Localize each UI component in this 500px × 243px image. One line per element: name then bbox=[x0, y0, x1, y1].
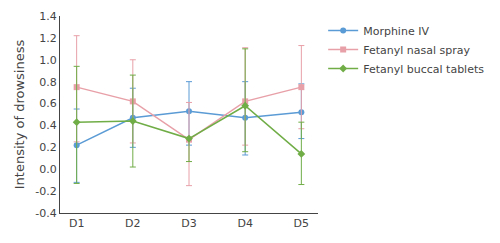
svg-text:1.2: 1.2 bbox=[39, 32, 57, 45]
svg-text:0.6: 0.6 bbox=[39, 97, 57, 110]
svg-text:Intensity of drowsiness: Intensity of drowsiness bbox=[12, 40, 27, 190]
svg-text:1.4: 1.4 bbox=[39, 10, 57, 23]
svg-text:D3: D3 bbox=[181, 217, 196, 230]
svg-text:Morphine IV: Morphine IV bbox=[363, 25, 429, 38]
svg-text:D4: D4 bbox=[237, 217, 252, 230]
svg-text:Fetanyl nasal spray: Fetanyl nasal spray bbox=[363, 44, 470, 57]
svg-text:0.4: 0.4 bbox=[39, 119, 57, 132]
svg-text:Fetanyl buccal tablets: Fetanyl buccal tablets bbox=[363, 63, 484, 76]
svg-text:0.8: 0.8 bbox=[39, 76, 57, 89]
svg-text:D1: D1 bbox=[69, 217, 84, 230]
svg-text:-0.4: -0.4 bbox=[35, 207, 56, 220]
svg-text:D5: D5 bbox=[294, 217, 309, 230]
svg-text:D2: D2 bbox=[125, 217, 140, 230]
svg-text:0.2: 0.2 bbox=[39, 141, 57, 154]
svg-text:-0.2: -0.2 bbox=[35, 185, 56, 198]
svg-text:1.0: 1.0 bbox=[39, 54, 57, 67]
svg-text:0.0: 0.0 bbox=[39, 163, 57, 176]
